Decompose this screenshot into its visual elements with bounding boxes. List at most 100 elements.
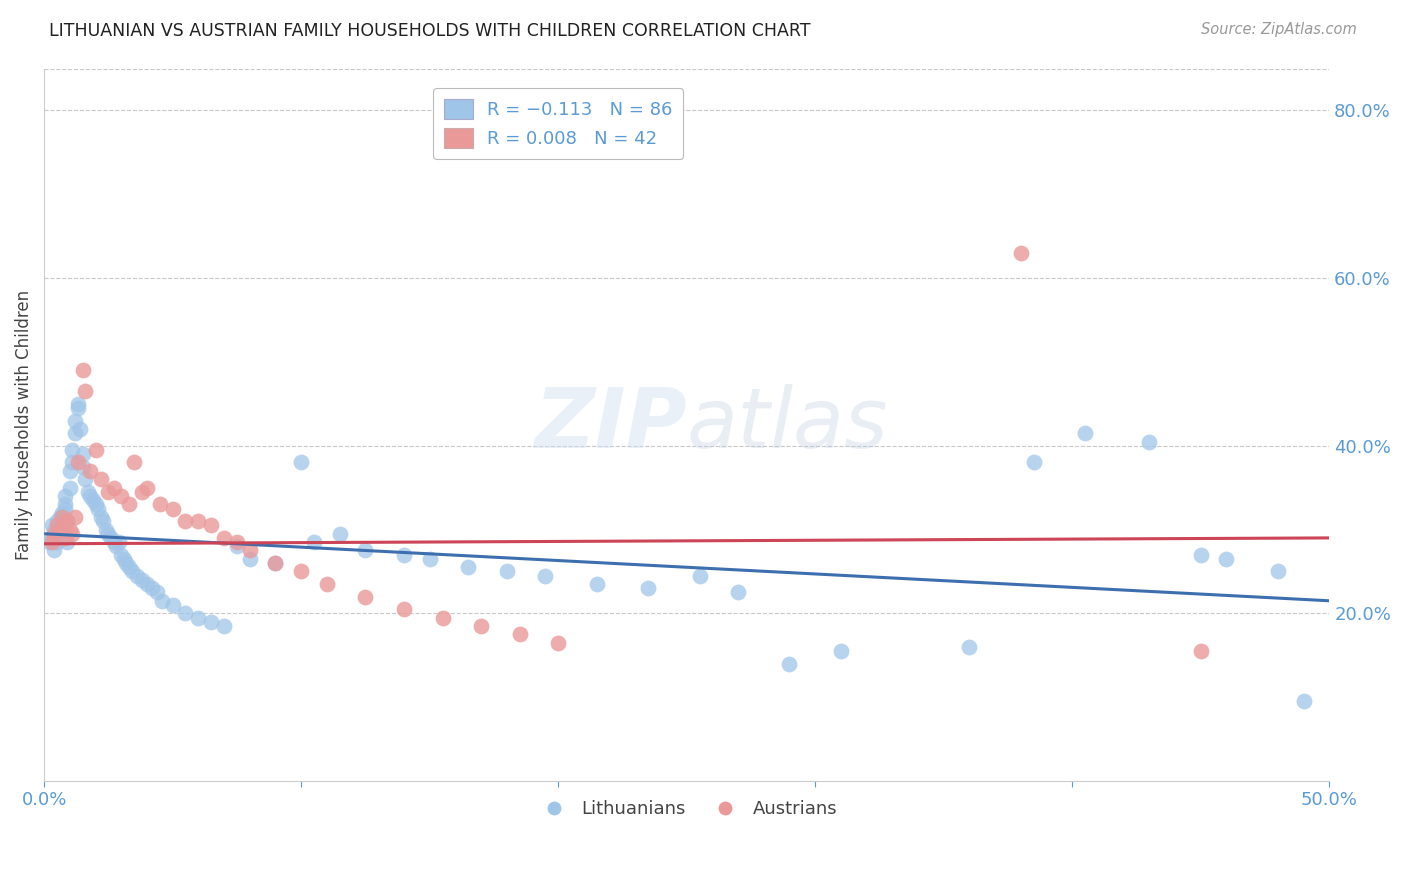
Point bbox=[1189, 548, 1212, 562]
Point bbox=[1137, 434, 1160, 449]
Point bbox=[48, 510, 70, 524]
Point bbox=[187, 610, 209, 624]
Point bbox=[48, 518, 70, 533]
Point bbox=[315, 577, 337, 591]
Point bbox=[79, 464, 101, 478]
Point bbox=[957, 640, 980, 654]
Point bbox=[174, 514, 197, 528]
Point bbox=[103, 481, 125, 495]
Point bbox=[82, 493, 104, 508]
Point bbox=[122, 455, 145, 469]
Point bbox=[419, 552, 441, 566]
Point bbox=[110, 548, 132, 562]
Point bbox=[1022, 455, 1045, 469]
Point bbox=[69, 422, 91, 436]
Point bbox=[118, 560, 141, 574]
Point bbox=[727, 585, 749, 599]
Point bbox=[91, 514, 114, 528]
Point bbox=[1267, 565, 1289, 579]
Point bbox=[51, 506, 73, 520]
Point bbox=[264, 556, 287, 570]
Point bbox=[60, 455, 83, 469]
Point bbox=[121, 565, 143, 579]
Point bbox=[1189, 644, 1212, 658]
Point bbox=[66, 401, 89, 415]
Point bbox=[94, 523, 117, 537]
Point bbox=[779, 657, 801, 671]
Point bbox=[103, 535, 125, 549]
Point bbox=[76, 484, 98, 499]
Point bbox=[392, 602, 415, 616]
Point bbox=[200, 615, 222, 629]
Point bbox=[131, 573, 153, 587]
Point bbox=[131, 484, 153, 499]
Y-axis label: Family Households with Children: Family Households with Children bbox=[15, 290, 32, 560]
Point bbox=[84, 497, 107, 511]
Point bbox=[149, 497, 172, 511]
Point bbox=[105, 539, 128, 553]
Point bbox=[354, 590, 377, 604]
Point bbox=[41, 531, 63, 545]
Point bbox=[38, 535, 60, 549]
Text: ZIP: ZIP bbox=[534, 384, 686, 466]
Text: LITHUANIAN VS AUSTRIAN FAMILY HOUSEHOLDS WITH CHILDREN CORRELATION CHART: LITHUANIAN VS AUSTRIAN FAMILY HOUSEHOLDS… bbox=[49, 22, 811, 40]
Point bbox=[1010, 246, 1032, 260]
Point bbox=[1215, 552, 1237, 566]
Point bbox=[63, 510, 86, 524]
Legend: Lithuanians, Austrians: Lithuanians, Austrians bbox=[529, 793, 845, 825]
Point bbox=[239, 543, 262, 558]
Point bbox=[302, 535, 325, 549]
Point bbox=[457, 560, 479, 574]
Point bbox=[48, 523, 70, 537]
Point bbox=[53, 497, 76, 511]
Point bbox=[44, 523, 66, 537]
Point bbox=[41, 535, 63, 549]
Point bbox=[534, 568, 557, 582]
Point bbox=[60, 442, 83, 457]
Point bbox=[72, 459, 94, 474]
Point bbox=[63, 413, 86, 427]
Point bbox=[150, 594, 173, 608]
Point bbox=[200, 518, 222, 533]
Point bbox=[187, 514, 209, 528]
Point bbox=[72, 447, 94, 461]
Point bbox=[637, 581, 659, 595]
Point bbox=[84, 442, 107, 457]
Point bbox=[56, 514, 79, 528]
Point bbox=[56, 535, 79, 549]
Point bbox=[97, 526, 120, 541]
Point bbox=[212, 619, 235, 633]
Point bbox=[60, 526, 83, 541]
Point bbox=[162, 598, 184, 612]
Point bbox=[107, 535, 129, 549]
Point bbox=[264, 556, 287, 570]
Point bbox=[290, 455, 312, 469]
Point bbox=[141, 581, 163, 595]
Point bbox=[51, 526, 73, 541]
Point bbox=[146, 585, 169, 599]
Point bbox=[118, 497, 141, 511]
Point bbox=[79, 489, 101, 503]
Point bbox=[44, 543, 66, 558]
Point bbox=[66, 455, 89, 469]
Point bbox=[432, 610, 454, 624]
Point bbox=[72, 363, 94, 377]
Point bbox=[90, 472, 112, 486]
Point bbox=[135, 481, 157, 495]
Point bbox=[46, 535, 69, 549]
Point bbox=[48, 526, 70, 541]
Point bbox=[53, 501, 76, 516]
Point bbox=[392, 548, 415, 562]
Point bbox=[46, 526, 69, 541]
Point bbox=[329, 526, 352, 541]
Point bbox=[290, 565, 312, 579]
Point bbox=[174, 607, 197, 621]
Point bbox=[830, 644, 852, 658]
Point bbox=[162, 501, 184, 516]
Point bbox=[75, 472, 97, 486]
Point bbox=[110, 489, 132, 503]
Text: atlas: atlas bbox=[686, 384, 889, 466]
Point bbox=[59, 523, 82, 537]
Text: Source: ZipAtlas.com: Source: ZipAtlas.com bbox=[1201, 22, 1357, 37]
Point bbox=[1074, 426, 1097, 441]
